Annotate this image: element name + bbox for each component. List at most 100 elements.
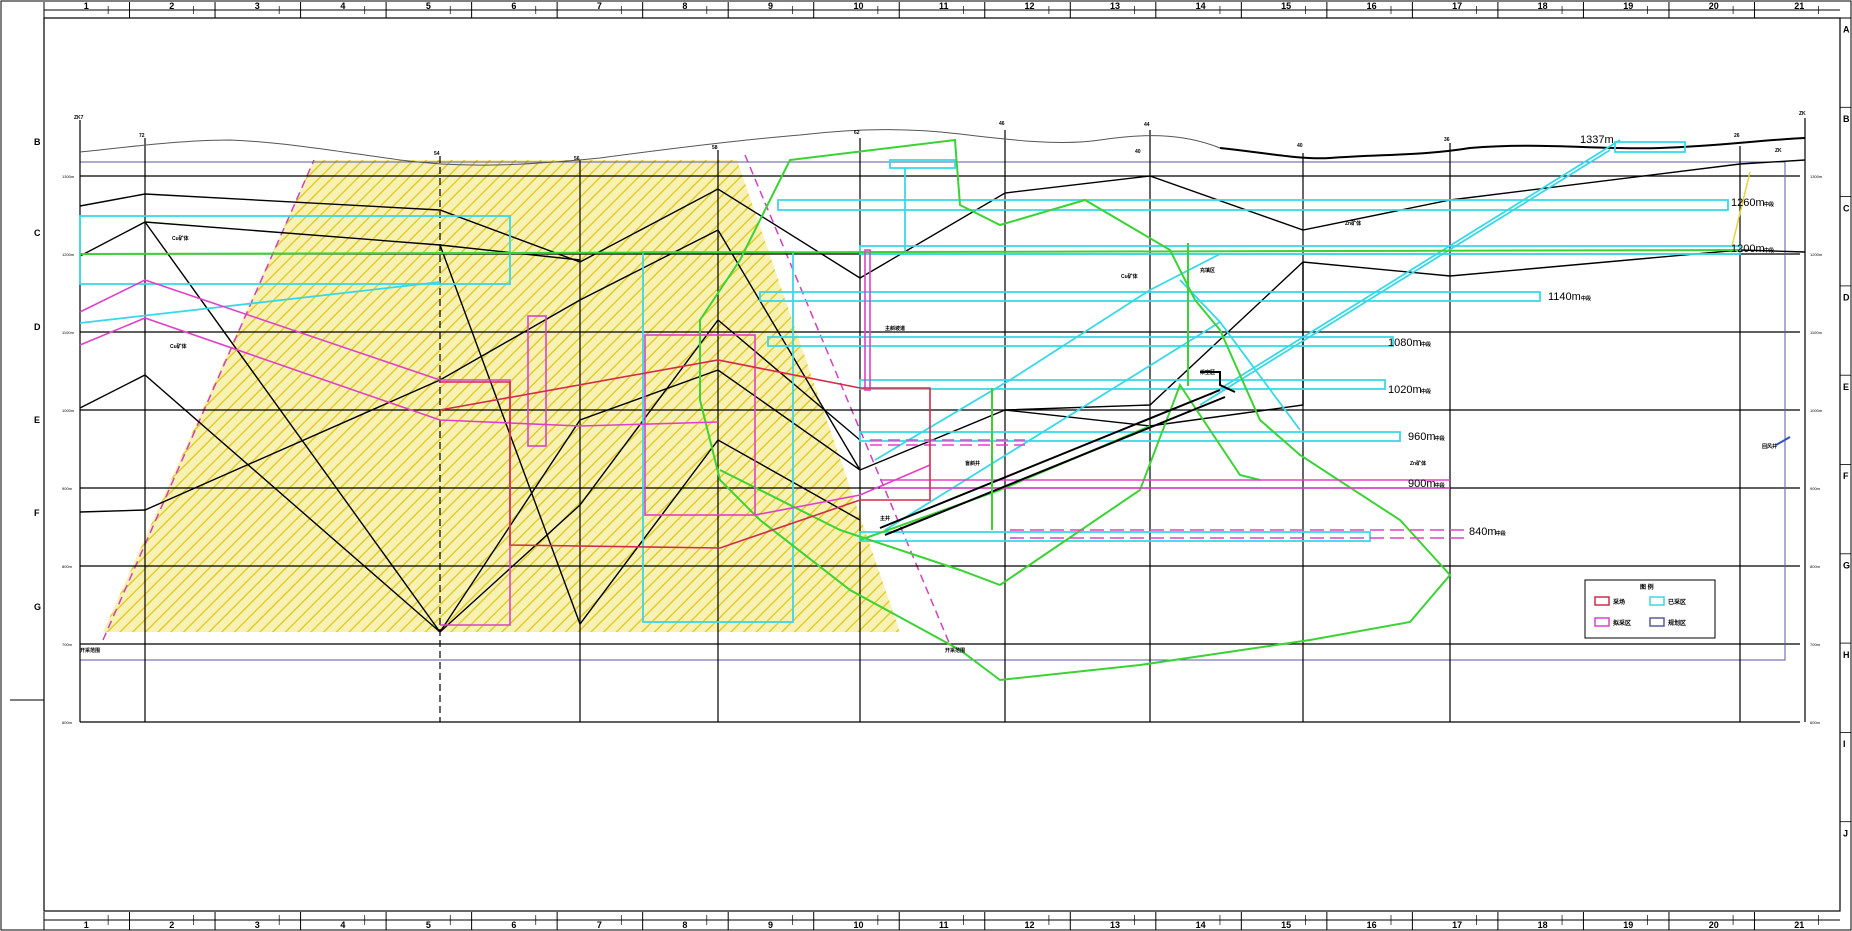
hatched-mining-zone bbox=[103, 160, 900, 632]
right-row-label: E bbox=[1843, 382, 1849, 392]
elevation-label-right: 900m bbox=[1810, 486, 1821, 491]
legend-item-2: 已采区 bbox=[1668, 598, 1686, 606]
bottom-column-label: 13 bbox=[1110, 920, 1120, 930]
top-column-label: 19 bbox=[1623, 1, 1633, 11]
top-column-label: 3 bbox=[255, 1, 260, 11]
bottom-column-label: 2 bbox=[169, 920, 174, 930]
right-row-label: H bbox=[1843, 650, 1850, 660]
left-row-label: D bbox=[34, 322, 41, 332]
elevation-label-right: 1100m bbox=[1810, 330, 1823, 335]
top-column-label: 7 bbox=[597, 1, 602, 11]
left-row-label: C bbox=[34, 228, 41, 238]
elevation-label-left: 700m bbox=[62, 642, 73, 647]
bottom-column-label: 5 bbox=[426, 920, 431, 930]
bottom-column-label: 17 bbox=[1452, 920, 1462, 930]
top-column-label: 21 bbox=[1794, 1, 1804, 11]
borehole-label: 46 bbox=[999, 121, 1005, 127]
top-column-ruler: 1 2 3 4 5 6 7 8 9 10 11 12 13 14 15 16 17 18 19 20 21 bbox=[43, 1, 1819, 18]
top-column-label: 10 bbox=[853, 1, 863, 11]
top-column-label: 2 bbox=[169, 1, 174, 11]
bottom-column-label: 14 bbox=[1196, 920, 1206, 930]
accent-mark bbox=[1775, 436, 1791, 446]
level-label-suffix: 中段 bbox=[1421, 388, 1431, 395]
top-column-label: 13 bbox=[1110, 1, 1120, 11]
surface-elevation-label: 1337m bbox=[1580, 134, 1614, 146]
level-label-suffix: 中段 bbox=[1496, 530, 1506, 537]
elevation-label-right: 600m bbox=[1810, 720, 1821, 725]
elevation-label-left: 1100m bbox=[62, 330, 75, 335]
borehole-label: 54 bbox=[434, 151, 440, 157]
elevation-label-right: 700m bbox=[1810, 642, 1821, 647]
level-label: 840m bbox=[1469, 526, 1497, 538]
small-notes: Cu矿体Cu矿体Zn矿体Cu矿体Zn矿体主斜坡道主井盲斜井充填区采空区开采范围开… bbox=[80, 148, 1782, 654]
level-label: 900m bbox=[1408, 478, 1436, 490]
left-row-label: B bbox=[34, 137, 41, 147]
level-label: 960m bbox=[1408, 431, 1436, 443]
borehole-label: 58 bbox=[712, 145, 718, 151]
right-row-label: J bbox=[1843, 828, 1848, 838]
bottom-column-label: 7 bbox=[597, 920, 602, 930]
left-row-label: F bbox=[34, 508, 40, 518]
borehole-label: 36 bbox=[1444, 137, 1450, 143]
small-note: 主井 bbox=[880, 515, 890, 522]
topographic-surface-east bbox=[1219, 137, 1806, 160]
borehole-label: ZK bbox=[1799, 111, 1806, 117]
cyan-workings bbox=[79, 139, 1741, 623]
left-row-label: E bbox=[34, 415, 40, 425]
small-note: 开采范围 bbox=[80, 647, 100, 654]
small-note: 采空区 bbox=[1199, 369, 1215, 376]
small-note: Cu矿体 bbox=[172, 235, 190, 242]
elevation-labels-right: 1300m 1200m 1100m 1000m 900m 800m 700m 600m bbox=[1810, 174, 1823, 725]
borehole-label: 26 bbox=[1734, 133, 1740, 139]
small-note: Zn矿体 bbox=[1345, 220, 1362, 227]
top-column-label: 16 bbox=[1367, 1, 1377, 11]
small-note: Cu矿体 bbox=[170, 343, 188, 350]
bottom-column-label: 21 bbox=[1794, 920, 1804, 930]
bottom-column-ruler: 1 2 3 4 5 6 7 8 9 10 11 12 13 14 15 16 17 18 19 20 21 bbox=[43, 912, 1819, 930]
top-column-label: 18 bbox=[1538, 1, 1548, 11]
right-row-ruler: A B C D E F G H I J bbox=[1840, 17, 1851, 838]
borehole-label: 40 bbox=[1297, 143, 1303, 149]
magenta-outlines bbox=[79, 249, 1470, 626]
bottom-column-label: 6 bbox=[511, 920, 516, 930]
elevation-label-right: 800m bbox=[1810, 564, 1821, 569]
borehole-label: 44 bbox=[1144, 122, 1150, 128]
elevation-label-right: 1000m bbox=[1810, 408, 1823, 413]
small-note: Zn矿体 bbox=[1410, 460, 1427, 467]
level-label-suffix: 中段 bbox=[1435, 435, 1445, 442]
level-label: 1140m bbox=[1548, 291, 1581, 303]
right-row-label: D bbox=[1843, 293, 1850, 303]
top-column-label: 6 bbox=[511, 1, 516, 11]
small-note: Cu矿体 bbox=[1121, 273, 1139, 280]
legend-item-1: 采场 bbox=[1613, 598, 1625, 606]
elevation-label-left: 800m bbox=[62, 564, 73, 569]
top-column-label: 5 bbox=[426, 1, 431, 11]
pit-boundary-left bbox=[102, 159, 315, 641]
legend: 图 例 采场 已采区 拟采区 规划区 bbox=[1584, 579, 1716, 639]
small-note: 盲斜井 bbox=[965, 460, 980, 467]
inclined-shaft bbox=[879, 243, 1236, 536]
right-row-label: B bbox=[1843, 114, 1850, 124]
elevation-label-left: 1200m bbox=[62, 252, 75, 257]
bottom-column-label: 11 bbox=[939, 920, 949, 930]
elevation-label-left: 1000m bbox=[62, 408, 75, 413]
topographic-surface bbox=[79, 129, 1221, 166]
small-note: 主斜坡道 bbox=[885, 325, 905, 332]
accent-mark-2 bbox=[1731, 171, 1751, 247]
legend-title: 图 例 bbox=[1640, 583, 1654, 591]
right-row-label: F bbox=[1843, 471, 1849, 481]
level-label-suffix: 中段 bbox=[1581, 295, 1591, 302]
left-row-label: G bbox=[34, 602, 41, 612]
elevation-label-left: 900m bbox=[62, 486, 73, 491]
small-note: 充填区 bbox=[1200, 267, 1215, 274]
level-label: 1020m bbox=[1388, 384, 1422, 396]
bottom-column-label: 10 bbox=[853, 920, 863, 930]
top-column-label: 17 bbox=[1452, 1, 1462, 11]
borehole-label: 56 bbox=[574, 156, 580, 162]
top-column-label: 9 bbox=[768, 1, 773, 11]
elevation-label-right: 1200m bbox=[1810, 252, 1823, 257]
top-column-label: 14 bbox=[1196, 1, 1206, 11]
right-row-label: G bbox=[1843, 560, 1850, 570]
